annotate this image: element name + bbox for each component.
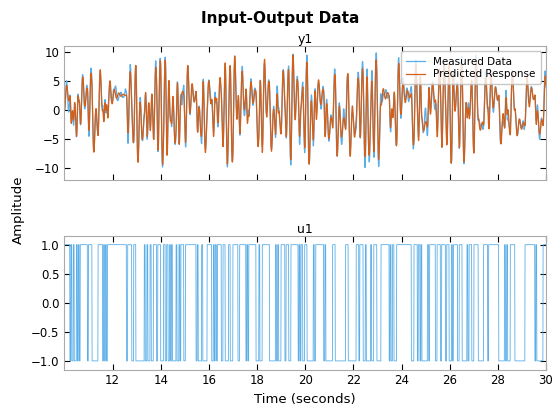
Predicted Response xyxy=(104,108,111,113)
Line: Measured Data: Measured Data xyxy=(64,245,546,361)
Measured Data xyxy=(543,242,549,247)
Measured Data xyxy=(87,77,94,82)
Predicted Response xyxy=(351,134,358,139)
Predicted Response xyxy=(87,83,94,88)
Line: Measured Data: Measured Data xyxy=(64,53,546,168)
Title: u1: u1 xyxy=(297,223,313,236)
Text: Amplitude: Amplitude xyxy=(12,176,25,244)
Measured Data xyxy=(362,165,368,170)
Measured Data xyxy=(240,93,246,98)
Measured Data xyxy=(458,61,465,66)
X-axis label: Time (seconds): Time (seconds) xyxy=(254,393,356,406)
Measured Data xyxy=(61,242,68,247)
Measured Data xyxy=(87,242,94,247)
Measured Data xyxy=(240,242,247,247)
Predicted Response xyxy=(72,106,78,111)
Measured Data xyxy=(67,358,73,363)
Line: Predicted Response: Predicted Response xyxy=(64,55,546,164)
Predicted Response xyxy=(240,97,247,102)
Measured Data xyxy=(458,242,464,247)
Measured Data xyxy=(72,358,79,363)
Legend: Measured Data, Predicted Response: Measured Data, Predicted Response xyxy=(401,51,541,84)
Predicted Response xyxy=(543,82,549,87)
Measured Data xyxy=(351,123,357,128)
Measured Data xyxy=(543,85,549,90)
Measured Data xyxy=(104,242,111,247)
Measured Data xyxy=(104,107,111,112)
Predicted Response xyxy=(61,108,68,113)
Predicted Response xyxy=(290,52,296,58)
Measured Data xyxy=(373,50,380,55)
Title: y1: y1 xyxy=(297,33,313,46)
Measured Data xyxy=(72,107,78,112)
Text: Input-Output Data: Input-Output Data xyxy=(201,10,359,26)
Measured Data xyxy=(351,358,357,363)
Predicted Response xyxy=(458,64,465,69)
Predicted Response xyxy=(159,162,166,167)
Measured Data xyxy=(61,108,68,113)
